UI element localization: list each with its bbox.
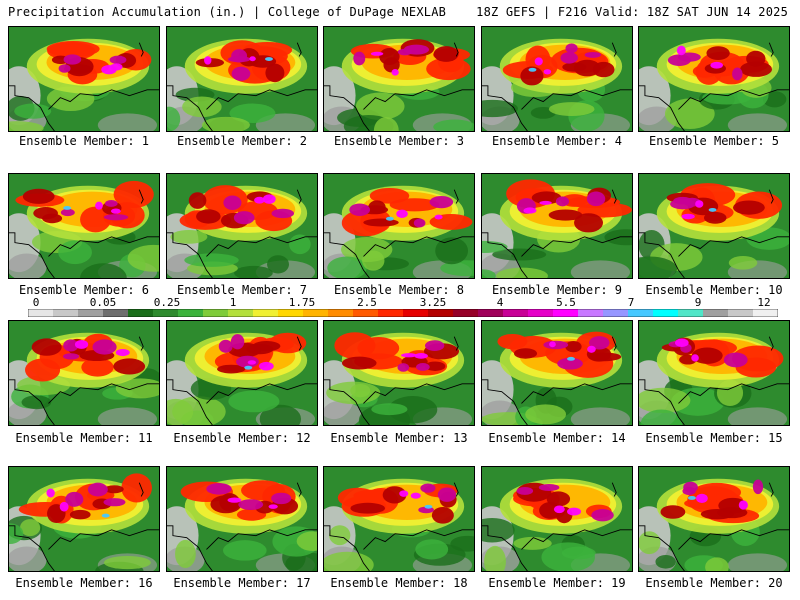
- ensemble-map-19: [481, 466, 633, 572]
- colorbar-tick-label: 1: [229, 296, 237, 309]
- chart-title: Precipitation Accumulation (in.) | Colle…: [8, 5, 447, 19]
- member-caption: Ensemble Member: 7: [176, 283, 308, 297]
- colorbar-tick-label: 4: [496, 296, 504, 309]
- colorbar-tick-label: 1.75: [288, 296, 316, 309]
- member-caption: Ensemble Member: 19: [488, 576, 626, 590]
- ensemble-map-13: [323, 320, 475, 426]
- colorbar-swatch: [378, 309, 404, 317]
- colorbar-swatch: [728, 309, 754, 317]
- colorbar-tick-label: 0: [32, 296, 40, 309]
- colorbar-tick-label: 2.5: [357, 296, 377, 309]
- ensemble-map-5: [638, 26, 790, 132]
- ensemble-map-10: [638, 173, 790, 279]
- colorbar-swatch: [628, 309, 654, 317]
- colorbar-swatch: [153, 309, 179, 317]
- colorbar-swatch: [528, 309, 554, 317]
- colorbar-tick-label: 9: [694, 296, 702, 309]
- colorbar-swatch: [53, 309, 79, 317]
- colorbar-swatch: [228, 309, 254, 317]
- ensemble-map-9: [481, 173, 633, 279]
- colorbar-swatch: [328, 309, 354, 317]
- member-caption: Ensemble Member: 10: [645, 283, 783, 297]
- colorbar-swatch: [453, 309, 479, 317]
- member-caption: Ensemble Member: 1: [18, 134, 150, 148]
- member-caption: Ensemble Member: 20: [645, 576, 783, 590]
- precip-colorbar: [28, 309, 778, 317]
- ensemble-map-20: [638, 466, 790, 572]
- colorbar-swatch: [703, 309, 729, 317]
- member-caption: Ensemble Member: 12: [173, 431, 311, 445]
- ensemble-map-6: [8, 173, 160, 279]
- colorbar-swatch: [353, 309, 379, 317]
- colorbar-swatch: [103, 309, 129, 317]
- member-caption: Ensemble Member: 15: [645, 431, 783, 445]
- colorbar-swatch: [403, 309, 429, 317]
- member-caption: Ensemble Member: 11: [15, 431, 153, 445]
- colorbar-swatch: [253, 309, 279, 317]
- member-caption: Ensemble Member: 16: [15, 576, 153, 590]
- member-caption: Ensemble Member: 8: [333, 283, 465, 297]
- colorbar-tick-label: 0.05: [89, 296, 117, 309]
- colorbar-tick-label: 3.25: [419, 296, 447, 309]
- ensemble-map-3: [323, 26, 475, 132]
- member-caption: Ensemble Member: 18: [330, 576, 468, 590]
- colorbar-swatch: [653, 309, 679, 317]
- member-caption: Ensemble Member: 5: [648, 134, 780, 148]
- colorbar-swatch: [753, 309, 778, 317]
- colorbar-swatch: [678, 309, 704, 317]
- colorbar-swatch: [578, 309, 604, 317]
- colorbar-swatch: [428, 309, 454, 317]
- colorbar-tick-label: 7: [627, 296, 635, 309]
- ensemble-map-7: [166, 173, 318, 279]
- ensemble-map-1: [8, 26, 160, 132]
- colorbar-swatch: [203, 309, 229, 317]
- colorbar-swatch: [303, 309, 329, 317]
- colorbar-swatch: [178, 309, 204, 317]
- ensemble-map-16: [8, 466, 160, 572]
- colorbar-swatch: [128, 309, 154, 317]
- colorbar-swatch: [28, 309, 54, 317]
- ensemble-map-12: [166, 320, 318, 426]
- colorbar-swatch: [278, 309, 304, 317]
- member-caption: Ensemble Member: 14: [488, 431, 626, 445]
- ensemble-map-2: [166, 26, 318, 132]
- colorbar-tick-label: 5.5: [556, 296, 576, 309]
- ensemble-map-4: [481, 26, 633, 132]
- colorbar-tick-label: 0.25: [153, 296, 181, 309]
- colorbar-swatch: [478, 309, 504, 317]
- colorbar-swatch: [78, 309, 104, 317]
- colorbar-swatch: [553, 309, 579, 317]
- ensemble-map-8: [323, 173, 475, 279]
- ensemble-map-11: [8, 320, 160, 426]
- ensemble-map-18: [323, 466, 475, 572]
- ensemble-map-17: [166, 466, 318, 572]
- member-caption: Ensemble Member: 3: [333, 134, 465, 148]
- member-caption: Ensemble Member: 6: [18, 283, 150, 297]
- colorbar-tick-label: 12: [757, 296, 771, 309]
- member-caption: Ensemble Member: 4: [491, 134, 623, 148]
- colorbar-swatch: [503, 309, 529, 317]
- member-caption: Ensemble Member: 2: [176, 134, 308, 148]
- ensemble-map-14: [481, 320, 633, 426]
- member-caption: Ensemble Member: 17: [173, 576, 311, 590]
- run-valid-time: 18Z GEFS | F216 Valid: 18Z SAT JUN 14 20…: [476, 5, 788, 19]
- colorbar-swatch: [603, 309, 629, 317]
- ensemble-map-15: [638, 320, 790, 426]
- member-caption: Ensemble Member: 9: [491, 283, 623, 297]
- member-caption: Ensemble Member: 13: [330, 431, 468, 445]
